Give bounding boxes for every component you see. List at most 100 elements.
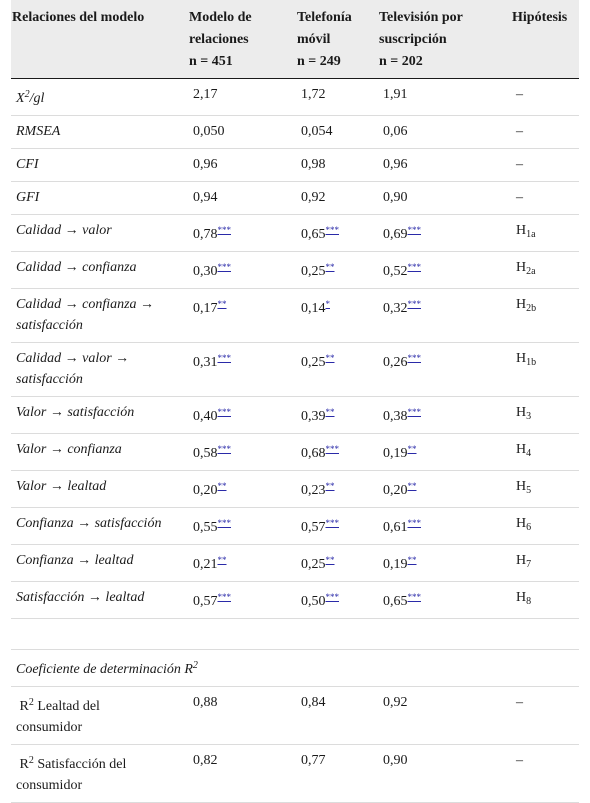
cell-value: 0,65*** <box>378 581 511 619</box>
row-label: Calidad → valor → satisfacción <box>11 342 188 397</box>
significance-link[interactable]: *** <box>325 592 340 602</box>
cell-value: 0,054 <box>296 115 378 149</box>
significance-link[interactable]: *** <box>217 407 232 417</box>
significance-link[interactable]: *** <box>407 407 422 417</box>
significance-link[interactable]: *** <box>217 225 232 235</box>
cell-value: 1,72 <box>296 78 378 116</box>
significance-link[interactable]: *** <box>217 444 232 454</box>
row-label: R2 Satisfacción del consumidor <box>11 744 188 803</box>
cell-value: 2,17 <box>188 78 296 116</box>
cell-value: 0,90 <box>378 181 511 215</box>
cell-hypothesis: H2a <box>511 251 579 289</box>
cell-hypothesis: H1b <box>511 342 579 397</box>
table-row: Valor → satisfacción 0,40*** 0,39** 0,38… <box>11 396 579 434</box>
cell-value: 0,20** <box>378 470 511 508</box>
row-label: Satisfacción → lealtad <box>11 581 188 619</box>
cell-value: 1,91 <box>378 78 511 116</box>
cell-value: 0,94 <box>188 181 296 215</box>
cell-value: 0,39** <box>296 396 378 434</box>
row-label: Calidad → confianza → satisfacción <box>11 288 188 343</box>
results-table: Relaciones del modelo Modelo de relacione… <box>11 0 579 803</box>
significance-link[interactable]: ** <box>407 481 417 491</box>
cell-hypothesis: – <box>511 78 579 116</box>
significance-link[interactable]: ** <box>325 407 335 417</box>
row-label: GFI <box>11 181 188 215</box>
significance-link[interactable]: ** <box>217 481 227 491</box>
row-label: Calidad → confianza <box>11 251 188 289</box>
row-label: RMSEA <box>11 115 188 149</box>
table-row: Confianza → satisfacción 0,55*** 0,57***… <box>11 507 579 545</box>
significance-link[interactable]: *** <box>407 225 422 235</box>
significance-link[interactable]: *** <box>407 592 422 602</box>
table-row: X2/gl 2,17 1,72 1,91 – <box>11 78 579 116</box>
row-label: Valor → lealtad <box>11 470 188 508</box>
significance-link[interactable]: * <box>325 299 331 309</box>
table-row: Satisfacción → lealtad 0,57*** 0,50*** 0… <box>11 581 579 619</box>
cell-hypothesis: – <box>511 181 579 215</box>
table-row: Calidad → confianza → satisfacción 0,17**… <box>11 288 579 343</box>
cell-value: 0,06 <box>378 115 511 149</box>
table-row: Confianza → lealtad 0,21** 0,25** 0,19**… <box>11 544 579 582</box>
significance-link[interactable]: *** <box>407 299 422 309</box>
significance-link[interactable]: ** <box>325 555 335 565</box>
row-label: Confianza → satisfacción <box>11 507 188 545</box>
significance-link[interactable]: ** <box>217 299 227 309</box>
significance-link[interactable]: *** <box>325 225 340 235</box>
cell-value: 0,25** <box>296 342 378 397</box>
cell-hypothesis: – <box>511 148 579 182</box>
table-row: CFI 0,96 0,98 0,96 – <box>11 148 579 182</box>
cell-value: 0,32*** <box>378 288 511 343</box>
row-label: X2/gl <box>11 78 188 116</box>
significance-link[interactable]: *** <box>407 353 422 363</box>
cell-value: 0,69*** <box>378 214 511 252</box>
significance-link[interactable]: ** <box>217 555 227 565</box>
table-row: Calidad → valor → satisfacción 0,31*** 0,… <box>11 342 579 397</box>
cell-value: 0,21** <box>188 544 296 582</box>
cell-value: 0,30*** <box>188 251 296 289</box>
cell-hypothesis: H1a <box>511 214 579 252</box>
cell-value: 0,52*** <box>378 251 511 289</box>
significance-link[interactable]: *** <box>325 518 340 528</box>
cell-value: 0,50*** <box>296 581 378 619</box>
cell-value: 0,57*** <box>188 581 296 619</box>
significance-link[interactable]: *** <box>217 262 232 272</box>
cell-value: 0,84 <box>296 686 378 745</box>
significance-link[interactable]: ** <box>325 353 335 363</box>
cell-value: 0,38*** <box>378 396 511 434</box>
significance-link[interactable]: *** <box>217 592 232 602</box>
cell-value: 0,90 <box>378 744 511 803</box>
cell-value: 0,20** <box>188 470 296 508</box>
cell-value: 0,92 <box>296 181 378 215</box>
cell-value: 0,40*** <box>188 396 296 434</box>
cell-value: 0,55*** <box>188 507 296 545</box>
cell-value: 0,19** <box>378 433 511 471</box>
cell-value: 0,25** <box>296 251 378 289</box>
cell-value: 0,88 <box>188 686 296 745</box>
cell-value: 0,050 <box>188 115 296 149</box>
cell-value: 0,92 <box>378 686 511 745</box>
cell-value: 0,61*** <box>378 507 511 545</box>
significance-link[interactable]: ** <box>407 555 417 565</box>
significance-link[interactable]: *** <box>217 518 232 528</box>
significance-link[interactable]: *** <box>407 518 422 528</box>
significance-link[interactable]: *** <box>407 262 422 272</box>
cell-hypothesis: H7 <box>511 544 579 582</box>
row-label: CFI <box>11 148 188 182</box>
cell-hypothesis: H3 <box>511 396 579 434</box>
cell-value: 0,17** <box>188 288 296 343</box>
table-row: GFI 0,94 0,92 0,90 – <box>11 181 579 215</box>
table-row: R2 Satisfacción del consumidor 0,82 0,77 … <box>11 744 579 803</box>
cell-hypothesis: H8 <box>511 581 579 619</box>
cell-value: 0,14* <box>296 288 378 343</box>
cell-value: 0,31*** <box>188 342 296 397</box>
row-label: R2 Lealtad del consumidor <box>11 686 188 745</box>
significance-link[interactable]: ** <box>325 481 335 491</box>
significance-link[interactable]: *** <box>325 444 340 454</box>
cell-value: 0,65*** <box>296 214 378 252</box>
significance-link[interactable]: ** <box>325 262 335 272</box>
cell-value: 0,78*** <box>188 214 296 252</box>
row-label: Calidad → valor <box>11 214 188 252</box>
cell-hypothesis: H6 <box>511 507 579 545</box>
significance-link[interactable]: ** <box>407 444 417 454</box>
significance-link[interactable]: *** <box>217 353 232 363</box>
